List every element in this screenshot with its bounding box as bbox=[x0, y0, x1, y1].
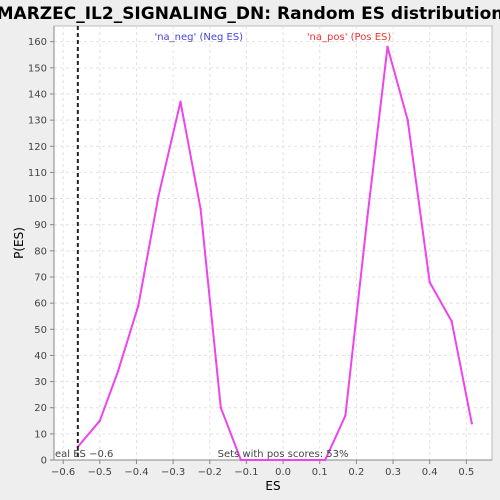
x-tick-label: −0.6 bbox=[51, 467, 75, 478]
data-point bbox=[199, 207, 202, 211]
y-tick-label: 130 bbox=[28, 116, 47, 127]
plot-area bbox=[53, 25, 493, 461]
series-line bbox=[77, 45, 473, 461]
data-point bbox=[98, 419, 102, 422]
y-tick-label: 110 bbox=[28, 168, 47, 179]
x-tick-label: −0.3 bbox=[161, 467, 185, 478]
y-tick-label: 0 bbox=[41, 456, 47, 467]
data-point bbox=[259, 458, 263, 462]
x-tick-label: −0.4 bbox=[124, 467, 148, 478]
x-tick-label: 0.3 bbox=[385, 467, 401, 478]
real-es-label: eal ES −0.6 bbox=[55, 449, 113, 460]
y-tick-label: 60 bbox=[34, 299, 47, 310]
data-point bbox=[239, 458, 243, 462]
y-tick-label: 70 bbox=[34, 272, 47, 283]
legend-entry: 'na_pos' (Pos ES) bbox=[307, 32, 392, 43]
y-tick-label: 140 bbox=[28, 89, 47, 100]
x-tick-label: 0.4 bbox=[422, 467, 438, 478]
data-point bbox=[137, 304, 140, 307]
data-point bbox=[386, 45, 389, 49]
data-point bbox=[344, 414, 347, 417]
data-point bbox=[116, 369, 120, 373]
chart-title: MARZEC_IL2_SIGNALING_DN: Random ES distr… bbox=[0, 4, 500, 24]
y-tick-label: 160 bbox=[28, 37, 47, 48]
data-point bbox=[219, 406, 222, 409]
x-tick-label: 0.1 bbox=[312, 467, 328, 478]
x-tick-label: −0.5 bbox=[88, 467, 112, 478]
marks bbox=[76, 45, 474, 462]
data-point bbox=[470, 422, 474, 425]
y-tick-label: 120 bbox=[28, 142, 47, 153]
y-tick-label: 30 bbox=[34, 377, 47, 388]
annotations: 'na_neg' (Neg ES) 'na_pos' (Pos ES) eal ES… bbox=[55, 26, 391, 460]
x-tick-label: −0.2 bbox=[198, 467, 222, 478]
legend-entry: 'na_neg' (Neg ES) bbox=[154, 32, 243, 43]
y-tick-label: 90 bbox=[34, 220, 47, 231]
x-tick-label: 0.2 bbox=[348, 467, 364, 478]
x-tick-label: 0.5 bbox=[458, 467, 474, 478]
x-axis-label: ES bbox=[265, 479, 280, 493]
pos-scores-note: Sets with pos scores: 53% bbox=[218, 449, 349, 460]
y-tick-label: 20 bbox=[34, 403, 47, 414]
y-tick-label: 50 bbox=[34, 325, 47, 336]
y-tick-label: 100 bbox=[28, 194, 47, 205]
data-point bbox=[179, 100, 182, 104]
x-tick-label: −0.1 bbox=[234, 467, 258, 478]
data-point bbox=[450, 320, 453, 323]
data-point bbox=[303, 458, 307, 462]
y-tick-label: 150 bbox=[28, 63, 47, 74]
data-point bbox=[281, 458, 285, 462]
y-tick-label: 80 bbox=[34, 246, 47, 257]
data-point bbox=[157, 194, 160, 198]
data-point bbox=[324, 458, 327, 462]
data-point bbox=[366, 215, 369, 219]
y-tick-label: 40 bbox=[34, 351, 47, 362]
grid bbox=[54, 26, 492, 460]
data-point bbox=[428, 281, 431, 284]
y-axis-label: P(ES) bbox=[12, 227, 26, 259]
ticks: 0 10 20 30 40 50 60 70 80 90 100 110 120 130 140 150 160… bbox=[28, 37, 474, 478]
data-point bbox=[406, 118, 409, 122]
x-tick-label: 0.0 bbox=[275, 467, 291, 478]
y-tick-label: 10 bbox=[34, 429, 47, 440]
